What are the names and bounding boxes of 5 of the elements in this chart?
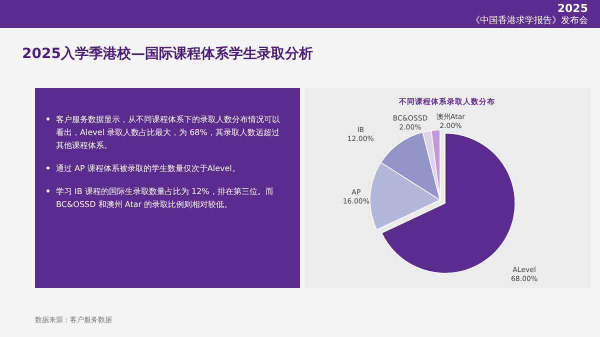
text: 2025 《中国香港求学报告》发布会 [471, 2, 588, 26]
text: 2025入学季港校—国际课程体系学生录取分析 [22, 45, 313, 62]
text: 学习 IB 课程的国际生录取数量占比为 12%，排在第三位。而 BC&OSSD 和澳州 Atar 的录取比例则相对较低。 [56, 187, 274, 209]
text: 通过 AP 课程体系被录取的学生数量仅次于Alevel。 [56, 164, 240, 173]
text: 客户服务数据显示，从不同课程体系下的录取人数分布情况可以看出，Alevel 录取人数占比最大，为 68%，其录取人数远超过其他课程体系。 [56, 115, 280, 150]
